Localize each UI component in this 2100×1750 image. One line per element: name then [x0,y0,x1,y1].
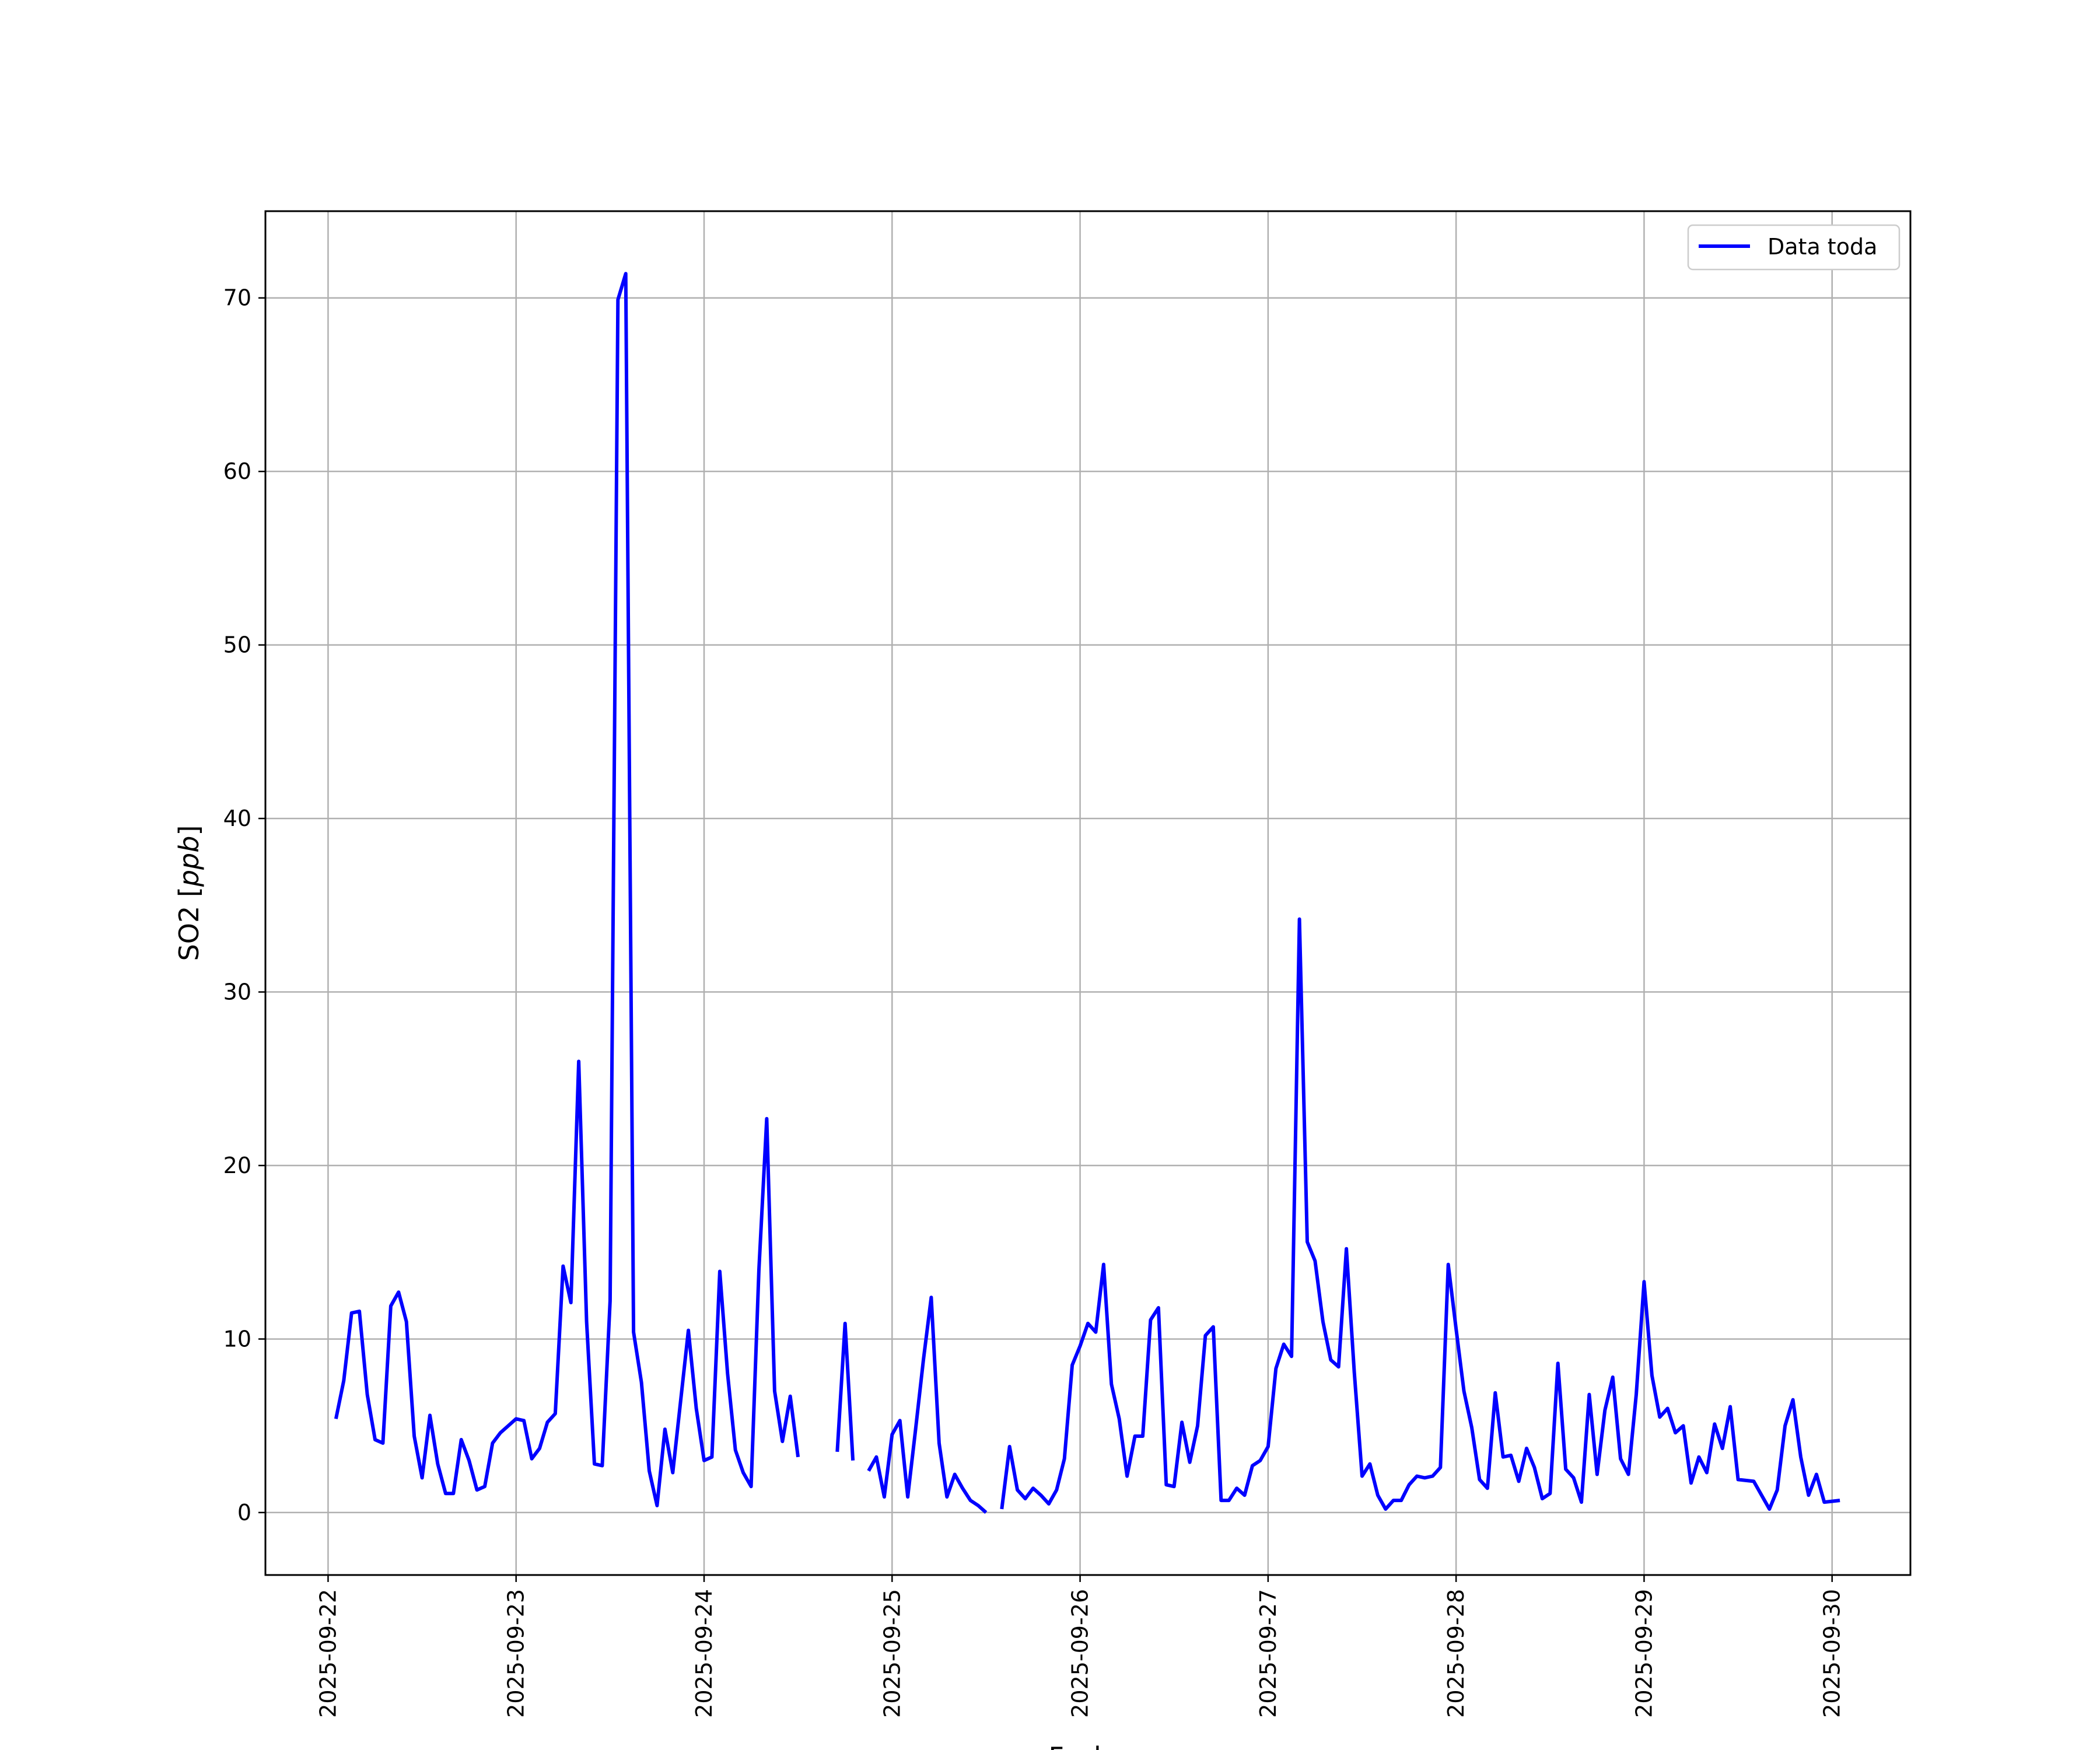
legend-box [1687,224,1901,271]
x-axis-label: Fecha [1049,1741,1128,1750]
y-tick-label: 70 [223,285,251,311]
legend: Data toda [1687,224,1901,271]
y-tick-label: 40 [223,806,251,831]
x-tick-label: 2025-09-22 [315,1589,341,1718]
y-tick-label: 60 [223,459,251,484]
x-tick-label: 2025-09-28 [1443,1589,1469,1718]
x-tick-label: 2025-09-24 [691,1589,717,1718]
y-tick-label: 30 [223,979,251,1005]
axis-ticks: 0 10 20 30 40 50 60 70 2025-09-22 2025-09-23 2025-… [223,285,1845,1718]
y-tick-label: 0 [237,1500,251,1525]
plot-area [265,211,1910,1575]
y-tick-label: 10 [223,1326,251,1352]
x-tick-label: 2025-09-29 [1631,1589,1657,1718]
y-axis-label: SO2 [ppb] [173,825,205,961]
grid [265,211,1910,1575]
plot-frame [264,210,1912,1576]
x-tick-label: 2025-09-30 [1819,1589,1845,1718]
x-tick-label: 2025-09-26 [1068,1589,1093,1718]
x-tick-label: 2025-09-27 [1255,1589,1281,1718]
y-tick-label: 50 [223,632,251,658]
y-tick-label: 20 [223,1153,251,1178]
x-tick-label: 2025-09-25 [879,1589,905,1718]
x-tick-label: 2025-09-23 [503,1589,529,1718]
legend-label: Data toda [1768,234,1877,260]
series-layer [334,272,1840,1514]
series-line-data-toda [334,272,1840,1514]
